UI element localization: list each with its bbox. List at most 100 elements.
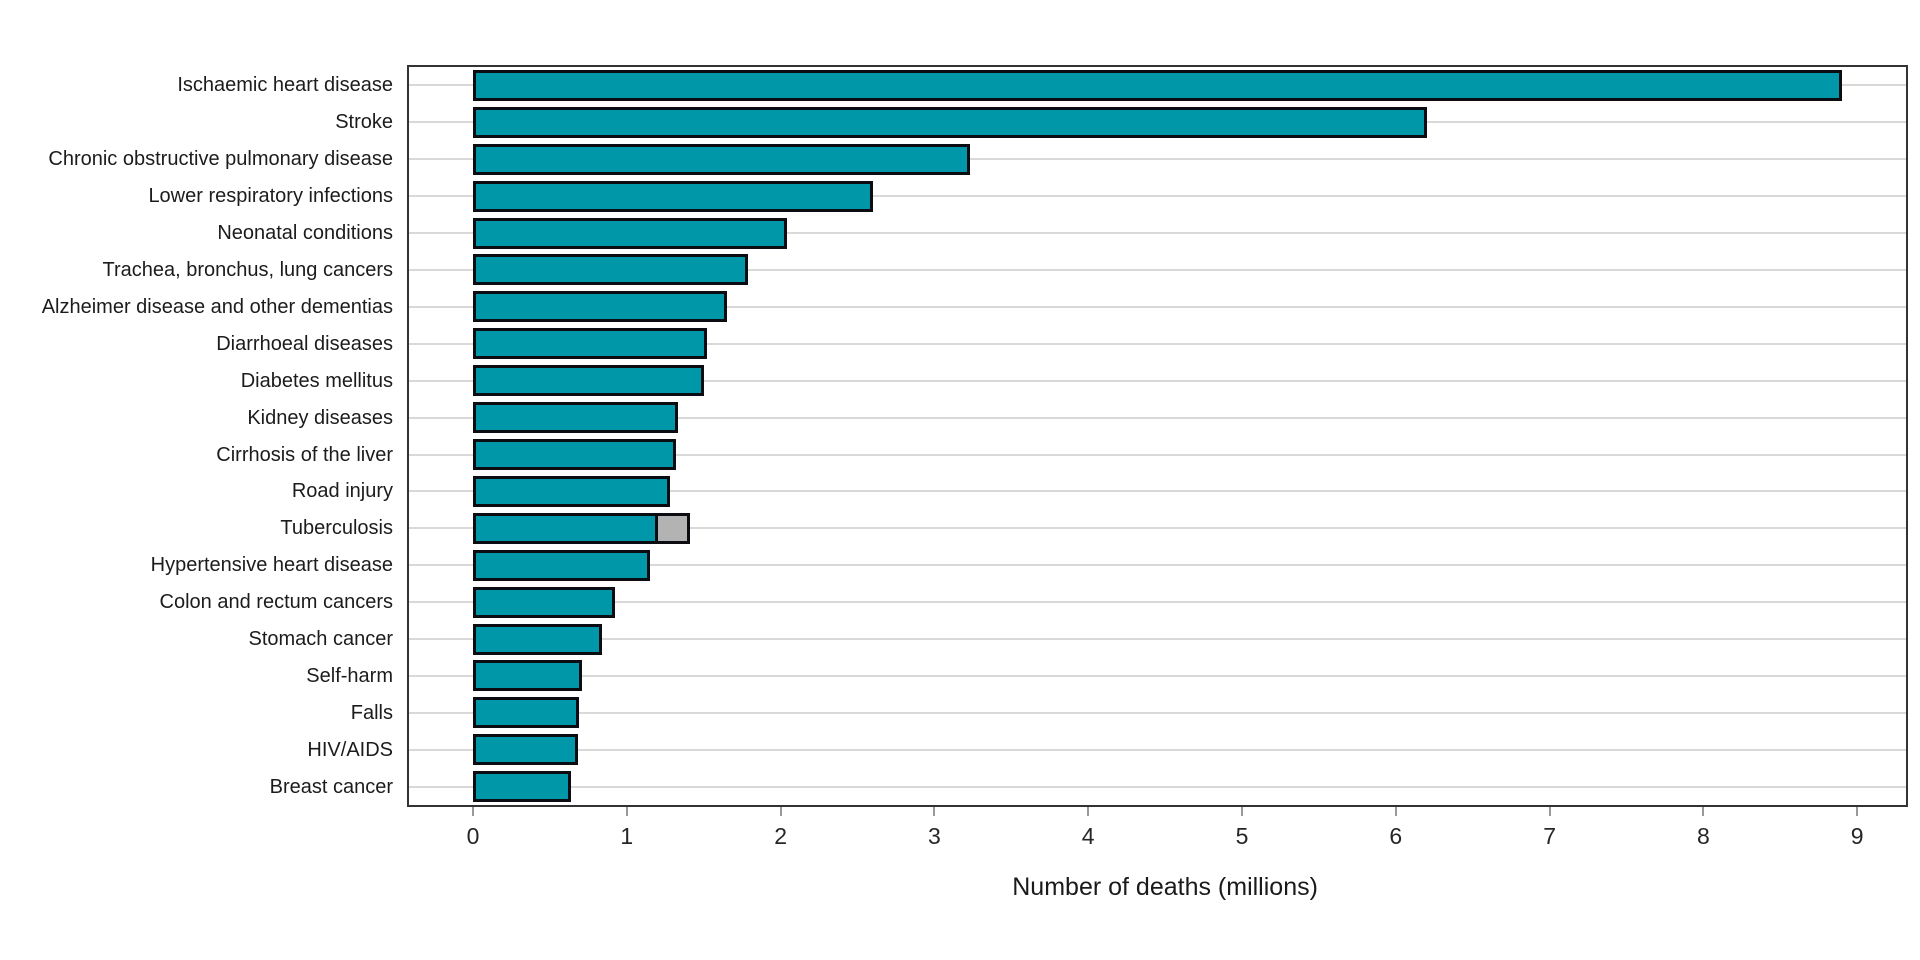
category-label-text: Colon and rectum cancers (159, 591, 393, 614)
x-tick-label: 9 (1850, 823, 1864, 849)
category-label-text: Stomach cancer (248, 628, 393, 651)
bar-group (473, 771, 572, 803)
bar (473, 623, 603, 655)
chart-row (409, 399, 1906, 436)
gridline (409, 268, 1906, 271)
bar (473, 697, 580, 729)
bar-group (473, 734, 578, 766)
category-label: Hypertensive heart disease (0, 547, 393, 584)
bar (473, 771, 572, 803)
x-tick-label: 7 (1543, 823, 1556, 849)
chart-row (409, 768, 1906, 805)
category-label-text: HIV/AIDS (307, 738, 393, 761)
chart-row (409, 104, 1906, 141)
category-label: Trachea, bronchus, lung cancers (0, 252, 393, 289)
bar (473, 217, 787, 249)
category-label-text: Chronic obstructive pulmonary disease (48, 148, 393, 171)
category-label-text: Diabetes mellitus (240, 369, 393, 392)
category-label: Alzheimer disease and other dementias (0, 288, 393, 325)
category-label: HIV/AIDS (0, 731, 393, 768)
x-tick-label: 4 (1081, 823, 1095, 849)
gridline (409, 674, 1906, 677)
bar-group (473, 69, 1842, 101)
category-label: Self-harm (0, 658, 393, 695)
category-label-text: Self-harm (306, 664, 393, 687)
x-tick-label: 2 (774, 823, 787, 849)
bar (473, 143, 970, 175)
category-label: Cirrhosis of the liver (0, 436, 393, 473)
bar-group (473, 143, 970, 175)
category-label: Falls (0, 694, 393, 731)
chart-row (409, 362, 1906, 399)
x-tick-label: 8 (1696, 823, 1710, 849)
bar (473, 328, 707, 360)
bar (473, 106, 1427, 138)
x-tick-mark (1087, 807, 1090, 816)
bar-group (473, 549, 650, 581)
chart-row (409, 547, 1906, 584)
category-label: Chronic obstructive pulmonary disease (0, 141, 393, 178)
bar-group (473, 217, 787, 249)
x-tick-mark (779, 807, 782, 816)
category-label-text: Trachea, bronchus, lung cancers (102, 258, 393, 281)
gridline (409, 564, 1906, 567)
bar (473, 254, 749, 286)
gridline (409, 601, 1906, 604)
chart-row (409, 252, 1906, 289)
chart-row (409, 288, 1906, 325)
chart-row (409, 694, 1906, 731)
x-tick-mark (933, 807, 936, 816)
category-label-text: Kidney diseases (247, 406, 393, 429)
category-label-text: Road injury (291, 480, 393, 503)
gridline (409, 416, 1906, 419)
gridline (409, 453, 1906, 456)
gridline (409, 748, 1906, 751)
gridline (409, 379, 1906, 382)
bar-group (473, 586, 615, 618)
bar-rows (409, 67, 1906, 805)
bar (473, 512, 658, 544)
bar-grey-segment (654, 512, 690, 544)
x-tick-mark (1394, 807, 1397, 816)
category-label-text: Stroke (335, 111, 393, 134)
chart-row (409, 584, 1906, 621)
category-label-text: Alzheimer disease and other dementias (41, 295, 393, 318)
x-tick-label: 6 (1389, 823, 1403, 849)
bar-group (473, 180, 873, 212)
bar (473, 660, 583, 692)
bar (473, 439, 676, 471)
gridline (409, 195, 1906, 198)
category-label: Ischaemic heart disease (0, 67, 393, 104)
chart-row (409, 141, 1906, 178)
bar-group (473, 365, 704, 397)
category-label: Stroke (0, 104, 393, 141)
chart-row (409, 621, 1906, 658)
chart-row (409, 473, 1906, 510)
category-label: Neonatal conditions (0, 215, 393, 252)
plot-area (407, 65, 1908, 807)
category-label-text: Diarrhoeal diseases (216, 332, 393, 355)
bar-group (473, 402, 678, 434)
x-axis-title: Number of deaths (millions) (1012, 873, 1318, 901)
bar (473, 402, 678, 434)
gridline (409, 527, 1906, 530)
gridline (409, 711, 1906, 714)
chart-row (409, 658, 1906, 695)
x-axis: Number of deaths (millions) 0 1 2 3 4 5 6 7 8 9 (409, 807, 1906, 957)
category-label: Diarrhoeal diseases (0, 325, 393, 362)
category-label: Breast cancer (0, 768, 393, 805)
gridline (409, 785, 1906, 788)
bar-group (473, 660, 583, 692)
category-label: Road injury (0, 473, 393, 510)
category-label-text: Cirrhosis of the liver (216, 443, 393, 466)
x-tick-mark (1856, 807, 1859, 816)
chart-row (409, 178, 1906, 215)
bar (473, 475, 670, 507)
chart-row (409, 436, 1906, 473)
bar-group (473, 512, 690, 544)
gridline (409, 158, 1906, 161)
bar (473, 549, 650, 581)
chart-row (409, 325, 1906, 362)
x-tick-mark (472, 807, 474, 816)
bar-group (473, 475, 670, 507)
